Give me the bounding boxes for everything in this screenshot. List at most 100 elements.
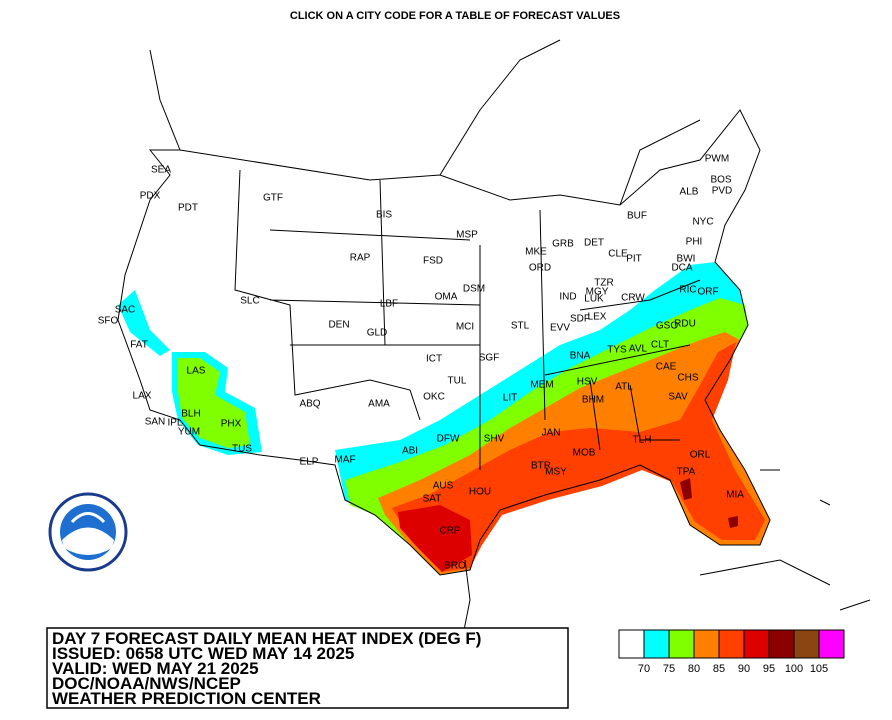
city-code[interactable]: FSD [423, 256, 443, 267]
city-code[interactable]: LAX [133, 391, 152, 402]
legend: 70 75 80 85 90 95 100 105 [618, 629, 845, 675]
city-code[interactable]: ABQ [299, 399, 320, 410]
city-code[interactable]: MEM [530, 380, 553, 391]
city-code[interactable]: PHX [221, 419, 242, 430]
city-code[interactable]: TPA [677, 467, 696, 478]
city-code[interactable]: TYS [607, 345, 627, 356]
legend-swatch [693, 629, 720, 659]
city-code[interactable]: RAP [350, 253, 371, 264]
city-code[interactable]: TLH [633, 435, 652, 446]
city-code[interactable]: OKC [423, 392, 445, 403]
city-code[interactable]: ICT [426, 354, 442, 365]
city-code[interactable]: TZR [594, 278, 613, 289]
city-code[interactable]: LAS [187, 366, 206, 377]
city-code[interactable]: BTR [531, 461, 551, 472]
city-code[interactable]: DCA [671, 263, 692, 274]
city-code[interactable]: LBF [380, 299, 398, 310]
legend-label: 95 [763, 663, 775, 675]
city-code[interactable]: ABI [402, 446, 418, 457]
city-code[interactable]: BHM [582, 395, 604, 406]
city-code[interactable]: PDT [178, 203, 198, 214]
city-code[interactable]: SLC [240, 296, 259, 307]
city-code[interactable]: PIT [626, 254, 642, 265]
city-code[interactable]: EVV [550, 323, 570, 334]
city-code[interactable]: DFW [437, 434, 460, 445]
city-code[interactable]: HSV [577, 377, 598, 388]
city-code[interactable]: DEN [328, 320, 349, 331]
city-code[interactable]: CAE [656, 362, 677, 373]
city-code[interactable]: SEA [151, 165, 171, 176]
city-code[interactable]: RIC [679, 285, 696, 296]
title-block [46, 627, 569, 709]
city-code[interactable]: PDX [140, 191, 161, 202]
city-code[interactable]: FAT [130, 340, 148, 351]
city-code[interactable]: GTF [263, 193, 283, 204]
city-code[interactable]: HOU [469, 487, 491, 498]
city-code[interactable]: SFO [98, 316, 119, 327]
city-code[interactable]: LIT [503, 393, 517, 404]
city-code[interactable]: MGY [586, 287, 609, 298]
city-code[interactable]: PVD [712, 186, 733, 197]
city-code[interactable]: YUM [178, 427, 200, 438]
city-code[interactable]: SAC [115, 305, 136, 316]
legend-swatch [743, 629, 770, 659]
city-code[interactable]: BUF [627, 211, 647, 222]
city-code[interactable]: TUL [448, 376, 467, 387]
city-code[interactable]: MAF [334, 455, 355, 466]
city-code[interactable]: BNA [570, 351, 591, 362]
city-code[interactable]: TUS [232, 444, 252, 455]
city-code[interactable]: SAN [145, 417, 166, 428]
city-code[interactable]: SAT [423, 494, 442, 505]
legend-label: 105 [810, 663, 828, 675]
city-code[interactable]: CRW [621, 293, 645, 304]
city-code[interactable]: PHI [686, 237, 703, 248]
city-code[interactable]: LUK [584, 294, 604, 305]
city-code[interactable]: MKE [525, 247, 547, 258]
city-code[interactable]: MOB [573, 448, 596, 459]
city-code[interactable]: AUS [433, 481, 454, 492]
city-code[interactable]: ELP [300, 457, 319, 468]
header-instruction: CLICK ON A CITY CODE FOR A TABLE OF FORE… [290, 10, 620, 22]
heat-region [118, 290, 170, 356]
city-code[interactable]: SAV [668, 392, 688, 403]
city-code[interactable]: JAN [542, 428, 561, 439]
legend-swatch [768, 629, 795, 659]
city-code[interactable]: GLD [367, 328, 388, 339]
city-code[interactable]: SGF [479, 353, 500, 364]
city-code[interactable]: GRB [552, 239, 574, 250]
city-code[interactable]: IND [559, 292, 576, 303]
city-code[interactable]: STL [511, 321, 530, 332]
city-code[interactable]: NYC [692, 217, 713, 228]
city-code[interactable]: DSM [463, 284, 485, 295]
city-code[interactable]: MIA [726, 490, 744, 501]
city-code[interactable]: MSP [456, 230, 478, 241]
city-code[interactable]: BIS [376, 210, 392, 221]
city-code[interactable]: CHS [677, 373, 698, 384]
city-code[interactable]: BWI [677, 254, 696, 265]
city-code[interactable]: OMA [435, 292, 458, 303]
city-code[interactable]: ORF [697, 287, 718, 298]
city-code[interactable]: BRO [444, 561, 466, 572]
city-code[interactable]: IPL [167, 418, 182, 429]
city-code[interactable]: CLT [651, 340, 669, 351]
city-code[interactable]: AMA [368, 399, 390, 410]
city-code[interactable]: AVL [629, 344, 648, 355]
city-code[interactable]: ORD [529, 263, 551, 274]
city-code[interactable]: LEX [588, 312, 607, 323]
city-code[interactable]: RDU [674, 319, 696, 330]
city-code[interactable]: BLH [181, 409, 200, 420]
city-code[interactable]: DET [584, 238, 604, 249]
city-code[interactable]: ORL [690, 450, 711, 461]
city-code[interactable]: ATL [615, 382, 633, 393]
city-code[interactable]: PWM [705, 154, 729, 165]
city-code[interactable]: MSY [545, 467, 567, 478]
city-code[interactable]: SDF [570, 314, 590, 325]
city-code[interactable]: GSO [656, 321, 678, 332]
city-code[interactable]: CRP [439, 526, 460, 537]
city-code[interactable]: BOS [710, 175, 731, 186]
city-code[interactable]: SHV [484, 434, 505, 445]
city-code[interactable]: MCI [456, 322, 474, 333]
city-code[interactable]: CLE [608, 249, 628, 260]
city-code[interactable]: ALB [680, 187, 699, 198]
map-outlines [117, 39, 871, 641]
